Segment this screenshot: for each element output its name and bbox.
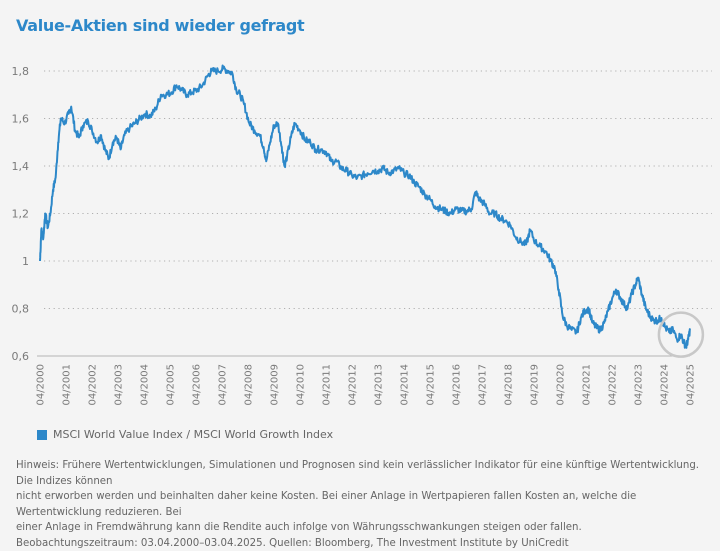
- x-tick-label: 04/2012: [348, 364, 359, 406]
- y-tick-label: 0,8: [12, 303, 30, 316]
- x-tick-label: 04/2013: [374, 364, 385, 406]
- y-tick-label: 1,6: [12, 113, 30, 126]
- footnote-line: Beobachtungszeitraum: 03.04.2000–03.04.2…: [16, 536, 716, 551]
- x-tick-label: 04/2021: [582, 364, 593, 406]
- footnote-line: nicht erworben werden und beinhalten dah…: [16, 489, 716, 520]
- y-tick-label: 1: [22, 255, 29, 268]
- x-axis-ticks: 04/2000 04/2001 04/2002 04/2003 04/2004 04/20…: [36, 364, 697, 406]
- series-line-value-growth-ratio: [40, 66, 690, 348]
- x-tick-label: 04/2009: [270, 364, 281, 406]
- x-tick-label: 04/2018: [504, 364, 515, 406]
- x-tick-label: 04/2025: [686, 364, 697, 406]
- y-tick-label: 1,8: [12, 65, 30, 78]
- x-tick-label: 04/2011: [322, 364, 333, 406]
- footnote-line: einer Anlage in Fremdwährung kann die Re…: [16, 520, 716, 536]
- x-tick-label: 04/2016: [452, 364, 463, 406]
- x-tick-label: 04/2017: [478, 364, 489, 406]
- x-tick-label: 04/2023: [634, 364, 645, 406]
- x-tick-label: 04/2022: [608, 364, 619, 406]
- x-tick-label: 04/2024: [660, 364, 671, 406]
- y-axis-ticks: 0,6 0,8 1 1,2 1,4 1,6 1,8: [12, 65, 30, 363]
- x-tick-label: 04/2010: [296, 364, 307, 406]
- x-tick-label: 04/2007: [218, 364, 229, 406]
- legend-label: MSCI World Value Index / MSCI World Grow…: [53, 428, 333, 441]
- x-tick-label: 04/2019: [530, 364, 541, 406]
- x-tick-label: 04/2008: [244, 364, 255, 406]
- footnote: Hinweis: Frühere Wertentwicklungen, Simu…: [16, 458, 716, 551]
- legend-swatch: [37, 430, 47, 440]
- x-tick-label: 04/2004: [140, 364, 151, 406]
- x-tick-label: 04/2006: [192, 364, 203, 406]
- x-tick-label: 04/2014: [400, 364, 411, 406]
- legend: MSCI World Value Index / MSCI World Grow…: [37, 428, 333, 441]
- x-tick-label: 04/2000: [36, 364, 47, 406]
- footnote-line: Hinweis: Frühere Wertentwicklungen, Simu…: [16, 458, 716, 489]
- x-tick-label: 04/2015: [426, 364, 437, 406]
- x-tick-label: 04/2020: [556, 364, 567, 406]
- y-tick-label: 1,2: [12, 208, 30, 221]
- y-tick-label: 0,6: [12, 350, 30, 363]
- y-tick-label: 1,4: [12, 160, 30, 173]
- x-tick-label: 04/2005: [166, 364, 177, 406]
- x-tick-label: 04/2001: [62, 364, 73, 406]
- x-tick-label: 04/2003: [114, 364, 125, 406]
- x-tick-label: 04/2002: [88, 364, 99, 406]
- gridlines: [44, 71, 712, 309]
